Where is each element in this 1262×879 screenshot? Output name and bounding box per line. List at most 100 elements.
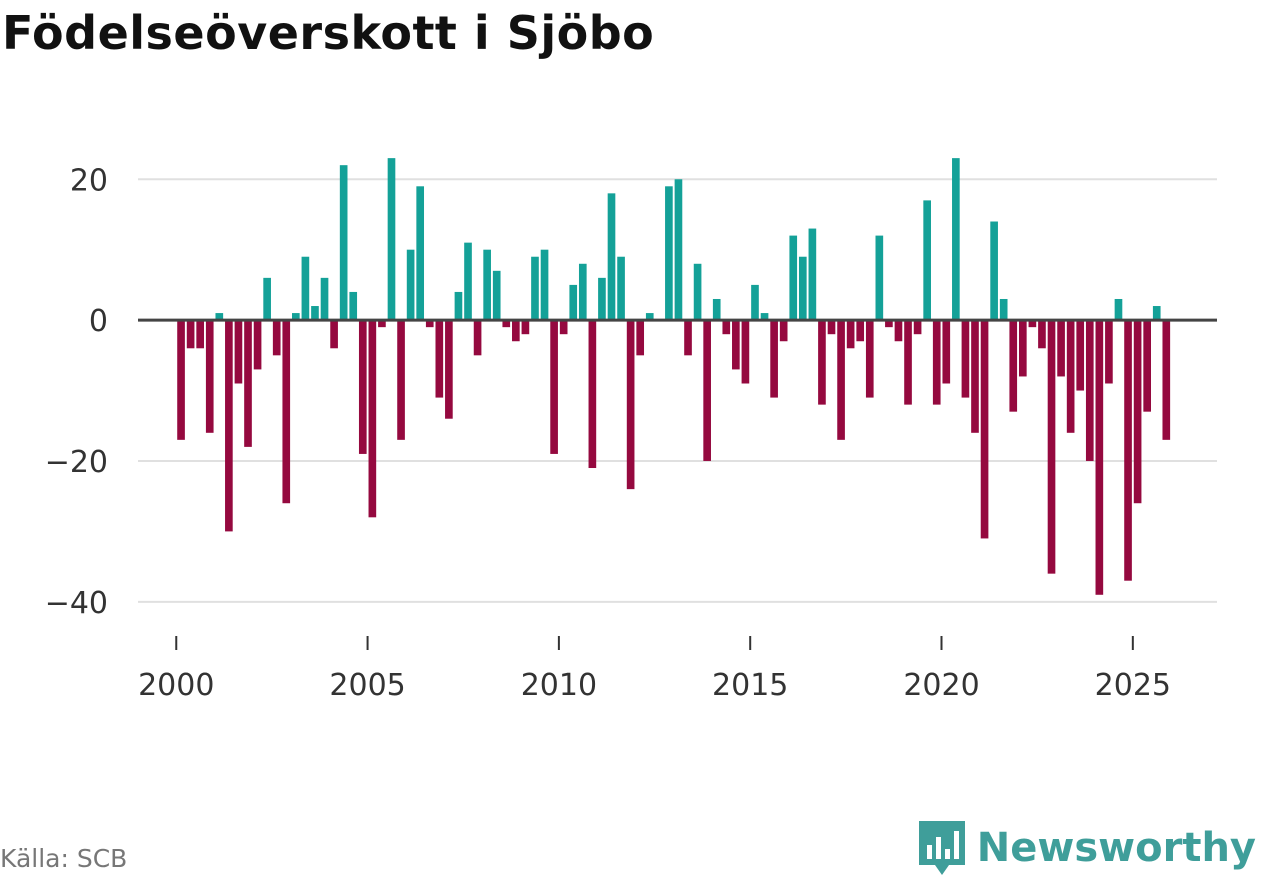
chart-title: Födelseöverskott i Sjöbo (2, 6, 655, 60)
brand-name: Newsworthy (976, 825, 1256, 871)
bar (1018, 320, 1027, 377)
bar (292, 313, 300, 321)
bar (1095, 320, 1104, 595)
bar (349, 291, 358, 321)
bar (1009, 320, 1018, 412)
bar (1066, 320, 1075, 433)
chart-bubble-icon (918, 821, 965, 875)
bar (263, 277, 271, 321)
bar (521, 320, 530, 335)
bar (492, 270, 501, 321)
bar (272, 320, 281, 356)
bar (215, 313, 224, 321)
bar (435, 320, 444, 398)
bar (856, 320, 865, 342)
bar (990, 221, 998, 321)
x-tick-label: 2005 (329, 668, 405, 703)
x-tick-label: 2015 (712, 668, 788, 703)
bar (885, 320, 893, 328)
y-tick-label: 0 (89, 304, 108, 339)
bar (282, 320, 291, 504)
bar (406, 249, 415, 321)
bar (1152, 306, 1161, 321)
bar (531, 256, 539, 321)
bar (617, 256, 625, 321)
bar (502, 320, 511, 328)
bar (1085, 320, 1094, 461)
bar (837, 320, 845, 440)
bar (1105, 320, 1113, 384)
brand-logo: Newsworthy (917, 819, 1256, 877)
y-axis: 20 0 −20 −40 (45, 163, 108, 621)
bar (1124, 320, 1132, 581)
bar (1057, 320, 1065, 377)
bar (961, 320, 970, 398)
bar (244, 320, 252, 447)
bar (760, 313, 769, 321)
x-tick-label: 2010 (521, 668, 597, 703)
bar (540, 249, 549, 321)
bar (330, 320, 338, 349)
bar (196, 320, 205, 349)
y-tick-label: −40 (45, 586, 108, 621)
y-tick-label: 20 (70, 163, 108, 198)
bar (378, 320, 386, 328)
bar (693, 263, 702, 321)
bar (320, 277, 329, 321)
bar (607, 193, 616, 321)
bar (1114, 298, 1123, 321)
bar (445, 320, 453, 419)
bar (569, 284, 578, 321)
bar (827, 320, 836, 335)
x-axis: 2000 2005 2010 2015 2020 2025 (138, 636, 1171, 703)
bar (942, 320, 951, 384)
bar (712, 298, 721, 321)
bar (932, 320, 941, 405)
bar (358, 320, 367, 454)
bar (186, 320, 195, 349)
bar (923, 200, 931, 321)
bar (1162, 320, 1171, 440)
source-label: Källa: SCB (0, 844, 128, 873)
y-tick-label: −20 (45, 445, 108, 480)
bar (665, 186, 673, 321)
bar (751, 284, 759, 321)
bar (846, 320, 855, 349)
bar (483, 249, 491, 321)
bar (636, 320, 645, 356)
bar (301, 256, 310, 321)
bar (865, 320, 874, 398)
bar (454, 291, 463, 321)
bar (645, 313, 654, 321)
bar (368, 320, 377, 518)
bar (722, 320, 731, 335)
x-tick-label: 2020 (903, 668, 979, 703)
bar (1076, 320, 1085, 391)
x-tick-label: 2000 (138, 668, 214, 703)
bar (339, 165, 348, 321)
bar (234, 320, 243, 384)
bar (253, 320, 262, 370)
bar (703, 320, 711, 461)
bars (177, 158, 1171, 595)
bar (387, 158, 396, 321)
bar (177, 320, 185, 440)
bar (598, 277, 606, 321)
bar (741, 320, 750, 384)
bar (952, 158, 960, 321)
bar (588, 320, 597, 469)
bar (904, 320, 912, 405)
bar (894, 320, 903, 342)
bar (311, 306, 319, 321)
bar (770, 320, 778, 398)
bar (225, 320, 233, 532)
bar (1038, 320, 1046, 349)
bar (980, 320, 989, 539)
bar (684, 320, 692, 356)
bar (789, 235, 798, 321)
bar (1047, 320, 1056, 574)
bar (779, 320, 788, 342)
bar (798, 256, 807, 321)
bar (578, 263, 587, 321)
bar (999, 298, 1008, 321)
